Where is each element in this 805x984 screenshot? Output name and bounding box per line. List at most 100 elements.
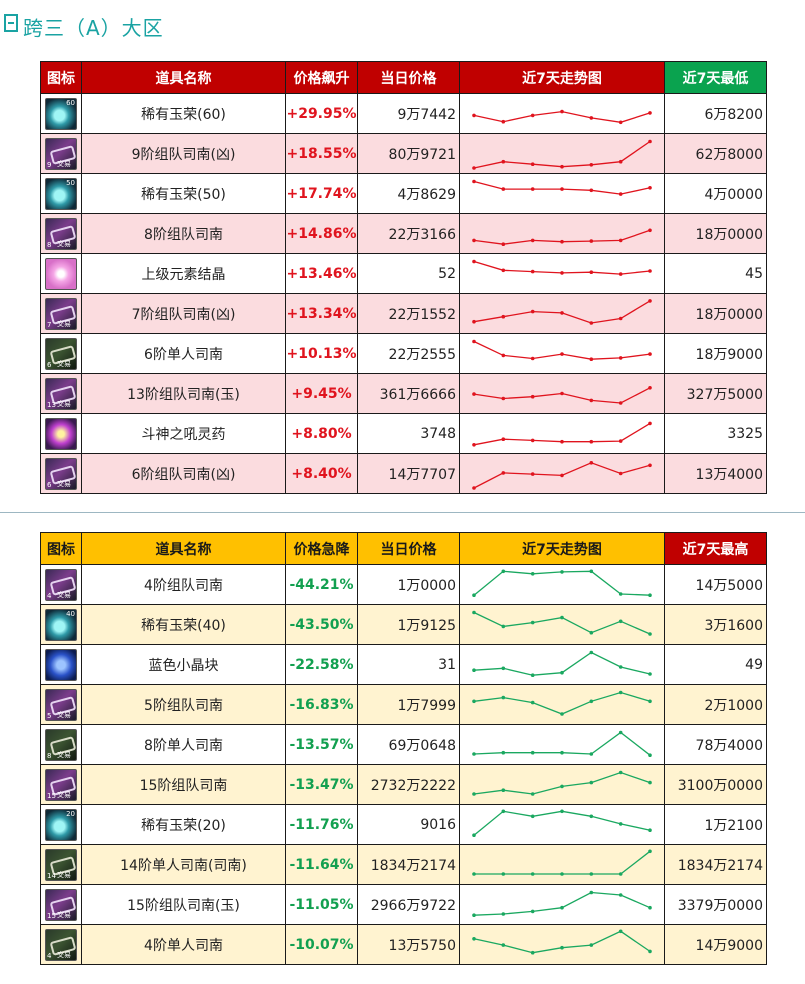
trend-point <box>589 116 594 120</box>
trend-point <box>530 356 535 361</box>
icon-level-label: 15 <box>47 791 56 800</box>
crystal-icon <box>45 257 77 290</box>
current-price: 1万0000 <box>357 564 460 605</box>
trend-cell <box>459 253 665 294</box>
trend-sparkline <box>472 299 652 325</box>
item-icon-cell: 7 交易 <box>40 293 82 334</box>
trend-point <box>618 238 623 243</box>
ticket-icon: 8 交易 <box>45 728 77 761</box>
gem-icon: 60 <box>45 97 77 130</box>
trend-sparkline <box>472 809 652 837</box>
blue-block-icon <box>45 648 77 681</box>
trend-point <box>501 943 506 947</box>
table-row: 蓝色小晶块 -22.58% 31 49 <box>40 644 767 685</box>
trend-point <box>560 809 564 814</box>
trend-point <box>648 352 652 356</box>
table-row: 5 交易 5阶组队司南 -16.83% 1万7999 2万1000 <box>40 684 767 725</box>
header-pct: 价格飙升 <box>285 61 358 94</box>
icon-level-label: 5 <box>47 711 52 720</box>
trend-cell <box>459 804 665 845</box>
item-name: 4阶单人司南 <box>81 924 286 965</box>
current-price: 22万1552 <box>357 293 460 334</box>
ticket-icon: 5 交易 <box>45 688 77 721</box>
trend-point <box>618 619 623 624</box>
trend-point <box>472 833 476 837</box>
price-change-pct: +13.34% <box>285 293 358 334</box>
trend-point <box>560 905 564 910</box>
trend-point <box>530 238 535 243</box>
table-row: 4 交易 4阶组队司南 -44.21% 1万0000 14万5000 <box>40 564 767 605</box>
item-name: 稀有玉荣(40) <box>81 604 286 645</box>
price-change-pct: -44.21% <box>285 564 358 605</box>
extreme-price: 14万9000 <box>664 924 767 965</box>
trend-sparkline <box>472 650 652 677</box>
item-name: 8阶组队司南 <box>81 213 286 254</box>
trend-sparkline <box>472 339 652 361</box>
item-icon-cell <box>40 644 82 685</box>
trend-sparkline <box>472 730 652 757</box>
trend-point <box>530 113 535 118</box>
item-name: 上级元素结晶 <box>81 253 286 294</box>
trend-point <box>618 690 623 695</box>
current-price: 2966万9722 <box>357 884 460 925</box>
trend-point <box>501 750 506 755</box>
trend-point <box>530 792 535 796</box>
icon-trade-label: 交易 <box>57 590 71 599</box>
trend-point <box>501 396 506 401</box>
extreme-price: 62万8000 <box>664 133 767 174</box>
trend-point <box>589 270 594 274</box>
header-name: 道具名称 <box>81 532 286 565</box>
icon-level-label: 7 <box>47 320 52 329</box>
extreme-price: 45 <box>664 253 767 294</box>
trend-point <box>472 699 476 704</box>
page-title: 跨三（A）大区 <box>23 15 164 40</box>
icon-level-label: 8 <box>47 240 52 249</box>
trend-cell <box>459 293 665 334</box>
ticket-icon: 9 交易 <box>45 137 77 170</box>
extreme-price: 6万8200 <box>664 93 767 134</box>
trend-point <box>618 929 623 934</box>
trend-point <box>472 166 476 170</box>
trend-point <box>618 822 623 826</box>
current-price: 69万0648 <box>357 724 460 765</box>
price-change-pct: -16.83% <box>285 684 358 725</box>
trend-point <box>648 139 652 144</box>
trend-point <box>618 770 623 775</box>
item-icon-cell <box>40 253 82 294</box>
icon-level-label: 6 <box>47 360 52 369</box>
icon-level-label: 60 <box>66 98 75 107</box>
trend-cell <box>459 844 665 885</box>
price-change-pct: +17.74% <box>285 173 358 214</box>
price-change-pct: -11.76% <box>285 804 358 845</box>
page-header: 跨三（A）大区 <box>4 12 164 40</box>
trend-cell <box>459 333 665 374</box>
table-row: 40 稀有玉荣(40) -43.50% 1万9125 3万1600 <box>40 604 767 645</box>
trend-point <box>618 592 623 596</box>
trend-point <box>648 186 652 190</box>
trend-point <box>472 259 476 264</box>
trend-point <box>501 242 506 246</box>
trend-point <box>560 712 564 716</box>
trend-point <box>618 730 623 735</box>
item-icon-cell: 50 <box>40 173 82 214</box>
icon-level-label: 9 <box>47 160 52 169</box>
trend-point <box>501 471 506 475</box>
price-change-pct: -13.57% <box>285 724 358 765</box>
trend-point <box>560 615 564 620</box>
icon-trade-label: 交易 <box>57 479 71 488</box>
trend-point <box>648 753 652 757</box>
extreme-price: 4万0000 <box>664 173 767 214</box>
trend-line <box>473 611 651 635</box>
icon-level-label: 6 <box>47 480 52 489</box>
price-change-pct: -11.05% <box>285 884 358 925</box>
trend-sparkline <box>472 690 652 716</box>
ticket-icon: 15 交易 <box>45 888 77 921</box>
trend-point <box>472 668 476 672</box>
item-name: 15阶组队司南 <box>81 764 286 805</box>
icon-trade-label: 交易 <box>57 750 71 759</box>
trend-point <box>560 239 564 244</box>
trend-point <box>648 386 652 390</box>
trend-point <box>589 321 594 325</box>
table-row: 上级元素结晶 +13.46% 52 45 <box>40 253 767 294</box>
trend-cell <box>459 93 665 134</box>
